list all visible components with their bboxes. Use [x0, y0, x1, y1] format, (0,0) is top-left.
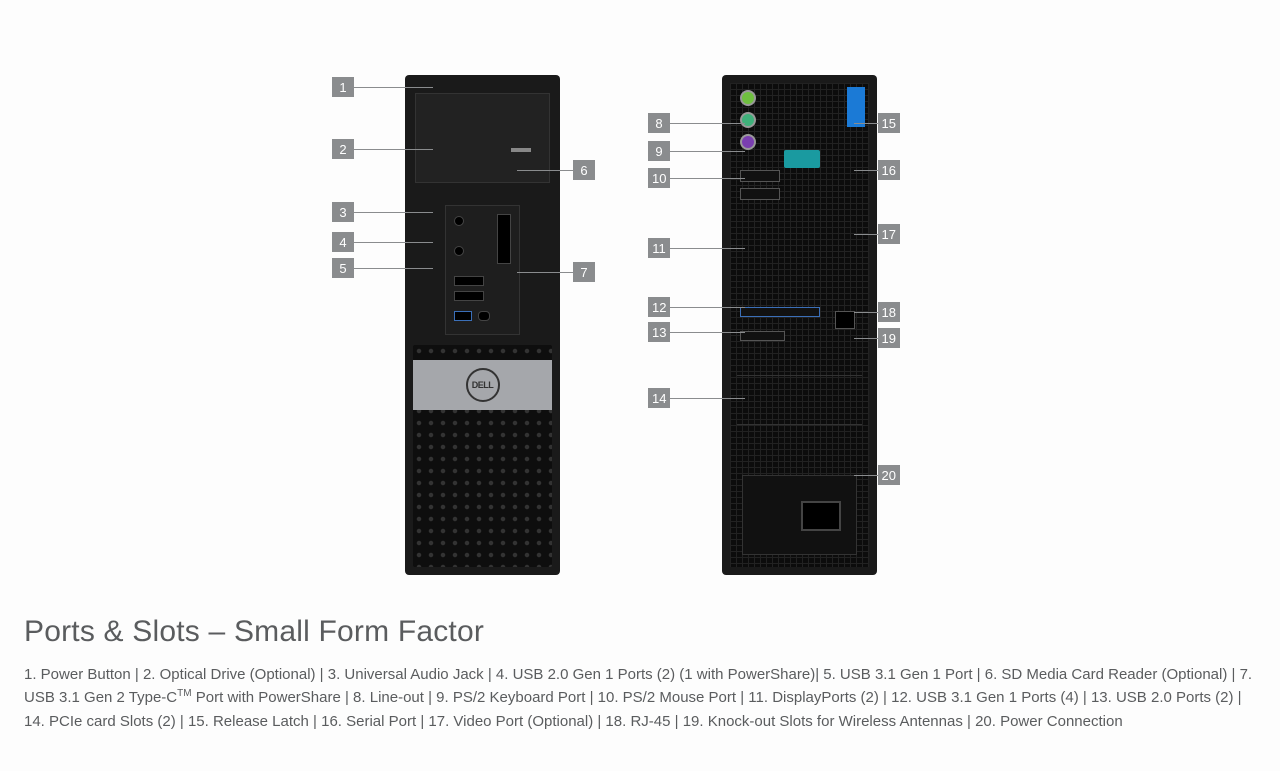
- callout-number: 20: [878, 465, 900, 485]
- callout-number: 1: [332, 77, 354, 97]
- displayport-1: [740, 170, 780, 182]
- optical-drive: [415, 93, 550, 183]
- callout-number: 2: [332, 139, 354, 159]
- callout-number: 17: [878, 224, 900, 244]
- callout-number: 13: [648, 322, 670, 342]
- front-io-panel: [445, 205, 520, 335]
- callout-number: 4: [332, 232, 354, 252]
- line-out-port: [740, 90, 756, 106]
- callout-number: 15: [878, 113, 900, 133]
- release-latch: [847, 87, 865, 127]
- ps2-keyboard-port: [740, 112, 756, 128]
- callout-number: 18: [878, 302, 900, 322]
- serial-port: [784, 150, 820, 168]
- callout-number: 9: [648, 141, 670, 161]
- rear-tower: [722, 75, 877, 575]
- callout-number: 6: [573, 160, 595, 180]
- dell-logo: DELL: [466, 368, 500, 402]
- displayport-2: [740, 188, 780, 200]
- front-tower: DELL: [405, 75, 560, 575]
- pcie-slots: [737, 375, 862, 425]
- usb3-ports: [740, 307, 820, 317]
- ps2-mouse-port: [740, 134, 756, 150]
- callout-number: 8: [648, 113, 670, 133]
- callout-number: 19: [878, 328, 900, 348]
- legend-text: 1. Power Button | 2. Optical Drive (Opti…: [24, 663, 1256, 733]
- power-socket: [801, 501, 841, 531]
- text-block: Ports & Slots – Small Form Factor 1. Pow…: [24, 615, 1256, 733]
- psu: [742, 475, 857, 555]
- rear-io-column: [740, 90, 780, 206]
- usb2-ports: [740, 331, 785, 341]
- rj45-port: [835, 311, 855, 329]
- logo-band: DELL: [413, 360, 552, 410]
- callout-number: 16: [878, 160, 900, 180]
- callout-number: 3: [332, 202, 354, 222]
- callout-number: 11: [648, 238, 670, 258]
- callout-number: 10: [648, 168, 670, 188]
- section-title: Ports & Slots – Small Form Factor: [24, 615, 1256, 649]
- callout-number: 7: [573, 262, 595, 282]
- diagram-area: DELL 1234567891011121314151617181920: [0, 20, 1280, 580]
- callout-number: 12: [648, 297, 670, 317]
- callout-number: 5: [332, 258, 354, 278]
- callout-number: 14: [648, 388, 670, 408]
